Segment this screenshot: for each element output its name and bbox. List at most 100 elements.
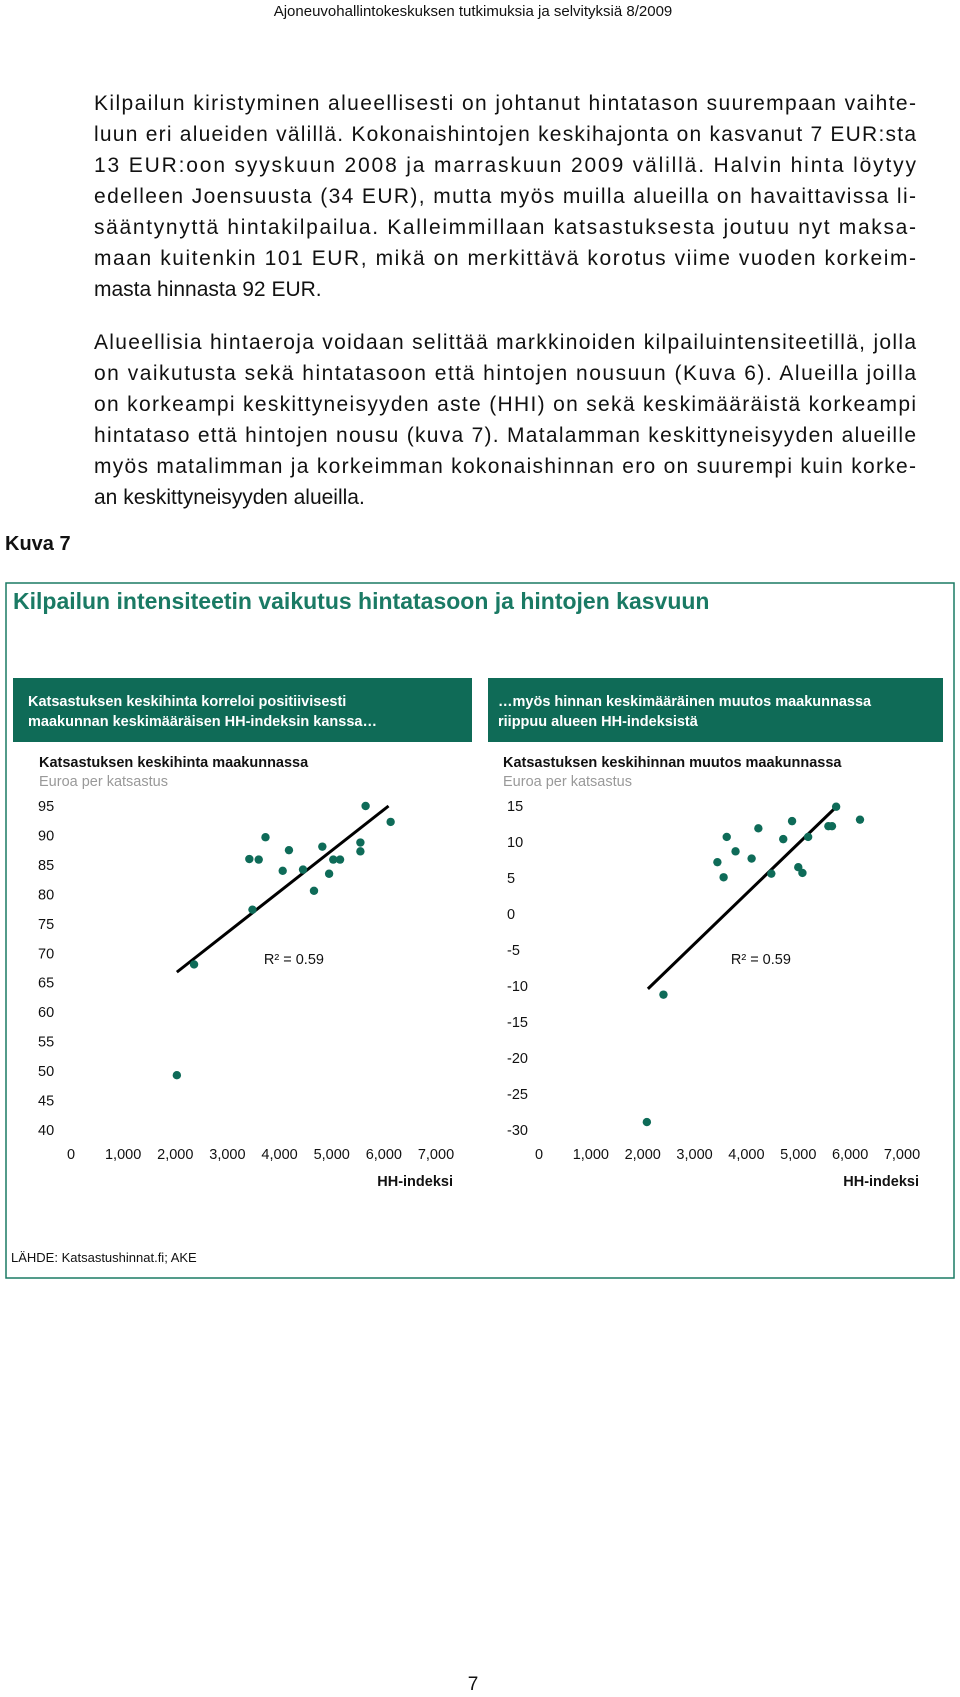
point xyxy=(827,821,837,831)
x-tick-label: 1,000 xyxy=(105,1147,141,1163)
x-tick-label: 0 xyxy=(535,1147,543,1163)
body-text-line: on korkeampi keskittyneisyyden aste (HHI… xyxy=(94,393,916,416)
x-tick-label: 2,000 xyxy=(625,1147,661,1163)
point xyxy=(722,832,731,842)
x-tick-label: 1,000 xyxy=(573,1147,609,1163)
point xyxy=(329,855,338,864)
y-tick-label: -5 xyxy=(507,943,520,959)
running-header: Ajoneuvohallintokeskuksen tutkimuksia ja… xyxy=(274,3,673,20)
body-text-line: myös matalimman ja korkeimman kokonaishi… xyxy=(94,455,916,478)
body-text-line: edelleen Joensuusta (34 EUR), mutta myös… xyxy=(94,185,916,208)
x-tick-label: 3,000 xyxy=(676,1147,712,1163)
point xyxy=(309,886,319,896)
point xyxy=(731,847,740,856)
figure-source: LÄHDE: Katsastushinnat.fi; AKE xyxy=(11,1250,197,1265)
point xyxy=(386,817,395,827)
figure-label: Kuva 7 xyxy=(5,533,71,555)
chart-title: Katsastuksen keskihinnan muutos maakunna… xyxy=(503,755,842,771)
x-tick-label: 5,000 xyxy=(780,1147,816,1163)
body-text-line: luun eri alueiden välillä. Kokonaishinto… xyxy=(94,123,916,146)
point xyxy=(713,857,722,867)
y-tick-label: -25 xyxy=(507,1087,528,1103)
point xyxy=(642,1117,652,1127)
figure-frame xyxy=(5,582,955,1279)
point xyxy=(278,866,287,875)
panel-header-text: riippuu alueen HH-indeksistä xyxy=(498,714,699,730)
x-tick-label: 4,000 xyxy=(728,1147,764,1163)
point xyxy=(747,854,756,863)
y-tick-label: 85 xyxy=(38,858,54,874)
panel-header xyxy=(488,678,943,742)
panel-header-text: Katsastuksen keskihinta korreloi positii… xyxy=(28,694,346,710)
panel-header-text: …myös hinnan keskimääräinen muutos maaku… xyxy=(498,694,872,710)
panel-header-text: maakunnan keskimääräisen HH-indeksin kan… xyxy=(28,714,377,730)
y-tick-label: 5 xyxy=(507,871,515,887)
trend-line xyxy=(175,804,390,974)
point xyxy=(356,838,365,847)
point xyxy=(767,869,776,878)
point xyxy=(831,802,841,811)
body-text-line: Alueellisia hintaeroja voidaan selittää … xyxy=(94,331,916,354)
y-tick-label: 50 xyxy=(38,1064,54,1080)
point xyxy=(298,865,308,874)
y-tick-label: 70 xyxy=(38,946,54,962)
x-tick-label: 2,000 xyxy=(157,1147,193,1163)
y-tick-label: -10 xyxy=(507,979,528,995)
annotation: R² = 0.59 xyxy=(731,952,791,968)
body-text-line: 13 EUR:oon syyskuun 2008 ja marraskuun 2… xyxy=(94,154,916,177)
point xyxy=(361,801,370,811)
body-text-line: on vaikutusta sekä hintatasoon että hint… xyxy=(94,362,916,385)
point xyxy=(803,832,813,842)
point xyxy=(172,1071,182,1080)
body-text-line: maan kuitenkin 101 EUR, mikä on merkittä… xyxy=(94,247,916,270)
point xyxy=(787,816,797,826)
point xyxy=(855,815,865,824)
point xyxy=(245,854,254,864)
y-tick-label: 75 xyxy=(38,917,54,933)
x-tick-label: 6,000 xyxy=(832,1147,868,1163)
x-tick-label: 4,000 xyxy=(261,1147,297,1163)
y-tick-label: 10 xyxy=(507,835,523,851)
point xyxy=(798,868,807,878)
y-tick-label: 80 xyxy=(38,887,54,903)
body-text-line: an keskittyneisyyden alueilla. xyxy=(94,486,365,509)
body-text-line: masta hinnasta 92 EUR. xyxy=(94,278,322,301)
point xyxy=(754,824,763,833)
chart-title: Katsastuksen keskihinta maakunnassa xyxy=(39,755,309,771)
y-tick-label: 40 xyxy=(38,1123,54,1139)
body-text-line: hintataso että hintojen nousu (kuva 7). … xyxy=(94,424,916,447)
x-tick-label: 7,000 xyxy=(418,1147,454,1163)
x-tick-label: 3,000 xyxy=(209,1147,245,1163)
y-tick-label: -30 xyxy=(507,1123,528,1139)
point xyxy=(324,869,334,878)
point xyxy=(356,847,365,856)
point xyxy=(335,855,345,864)
point xyxy=(189,960,199,969)
y-tick-label: 65 xyxy=(38,976,54,992)
point xyxy=(779,834,788,844)
y-tick-label: -15 xyxy=(507,1015,528,1031)
point xyxy=(318,842,327,851)
x-tick-label: 7,000 xyxy=(884,1147,920,1163)
point xyxy=(254,855,263,864)
x-axis-label: HH-indeksi xyxy=(843,1174,919,1190)
annotation: R² = 0.59 xyxy=(264,952,324,968)
x-tick-label: 5,000 xyxy=(314,1147,350,1163)
point xyxy=(719,873,728,882)
x-tick-label: 6,000 xyxy=(366,1147,402,1163)
chart-subtitle: Euroa per katsastus xyxy=(39,774,168,790)
chart-subtitle: Euroa per katsastus xyxy=(503,774,632,790)
y-tick-label: 45 xyxy=(38,1094,54,1110)
x-tick-label: 0 xyxy=(67,1147,75,1163)
point xyxy=(248,905,257,914)
y-tick-label: 15 xyxy=(507,799,523,815)
point xyxy=(261,833,270,842)
y-tick-label: 55 xyxy=(38,1035,54,1051)
y-tick-label: 95 xyxy=(38,799,54,815)
y-tick-label: 60 xyxy=(38,1005,54,1021)
y-tick-label: -20 xyxy=(507,1051,528,1067)
figure-title: Kilpailun intensiteetin vaikutus hintata… xyxy=(13,588,709,614)
y-tick-label: 90 xyxy=(38,828,54,844)
panel-header xyxy=(13,678,472,742)
